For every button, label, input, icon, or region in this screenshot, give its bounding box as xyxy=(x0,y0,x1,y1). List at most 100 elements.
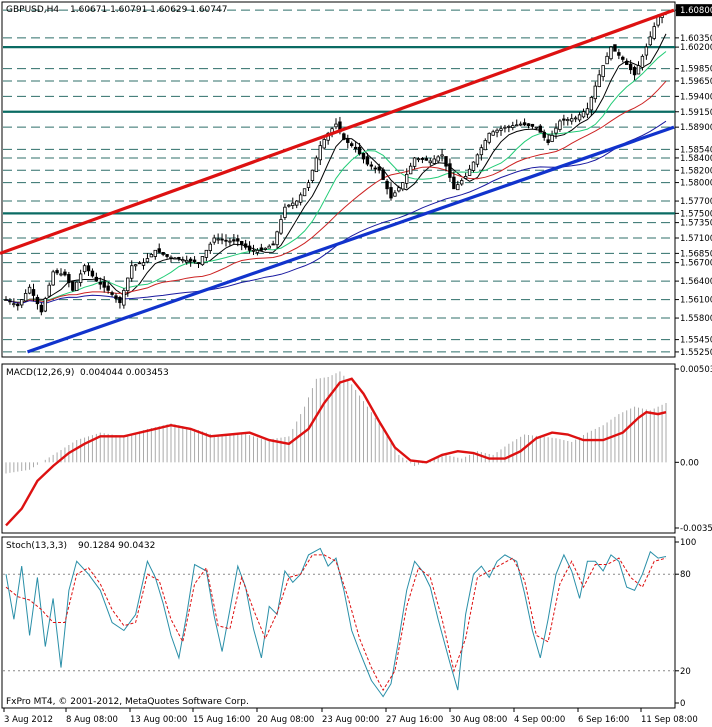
candle-bull xyxy=(416,158,421,161)
candle-bull xyxy=(511,125,515,128)
macd-values: 0.004044 0.003453 xyxy=(80,368,169,378)
candle-bull xyxy=(401,182,405,190)
candle-bull xyxy=(185,259,189,263)
candle-bull xyxy=(393,192,397,197)
candle-bull xyxy=(255,249,260,253)
candle-bear xyxy=(196,262,201,264)
macd-panel: 0.00503 0.00 -0.00354 xyxy=(5,365,712,534)
candle-bull xyxy=(471,161,476,171)
candle-bear xyxy=(452,176,456,190)
candle-bear xyxy=(357,146,362,155)
candle-bear xyxy=(55,270,59,274)
candle-bull xyxy=(75,281,79,291)
candle-bear xyxy=(118,296,122,304)
candle-bear xyxy=(546,139,550,143)
stoch-values: 90.1284 90.0432 xyxy=(78,541,155,551)
price-axis-label: 1.60200 xyxy=(680,43,712,53)
candle-bear xyxy=(621,56,625,60)
candle-bear xyxy=(94,276,99,282)
price-axis-label: 1.57700 xyxy=(680,197,712,207)
candle-bull xyxy=(298,194,303,203)
candle-bull xyxy=(287,204,291,207)
candle-bull xyxy=(122,289,126,306)
candle-bull xyxy=(51,271,55,286)
stoch-axis-label: 0 xyxy=(680,699,685,709)
candle-bull xyxy=(126,277,130,292)
price-axis-label: 1.55800 xyxy=(680,314,712,324)
price-axis-label: 1.58900 xyxy=(680,123,712,133)
macd-signal-line xyxy=(5,377,667,527)
price-axis-label: 1.55450 xyxy=(680,336,712,346)
candle-bear xyxy=(625,61,629,65)
candle-bear xyxy=(444,156,448,167)
candle-bear xyxy=(420,157,425,160)
candle-bull xyxy=(82,265,87,273)
candle-bull xyxy=(251,249,256,252)
price-axis-label: 1.58000 xyxy=(680,179,712,189)
candle-bull xyxy=(27,286,32,294)
candle-bear xyxy=(259,247,264,251)
candle-bear xyxy=(342,133,346,140)
candle-bear xyxy=(271,243,275,246)
candle-bull xyxy=(204,249,209,258)
candle-bull xyxy=(534,126,539,129)
candle-bear xyxy=(137,262,142,265)
time-axis-label: 13 Aug 00:00 xyxy=(130,715,187,725)
price-axis-label: 1.59850 xyxy=(680,65,712,75)
candle-bull xyxy=(130,265,134,279)
candle-bull xyxy=(581,111,586,118)
time-axis-label: 15 Aug 16:00 xyxy=(193,715,250,725)
candle-bull xyxy=(609,46,613,60)
candle-bear xyxy=(424,158,429,161)
candle-bull xyxy=(12,303,16,306)
candle-bull xyxy=(432,158,436,164)
candle-bull xyxy=(153,249,157,257)
candle-bull xyxy=(573,117,578,120)
candle-bull xyxy=(145,258,150,263)
candle-bear xyxy=(389,187,393,199)
macd-axis-label: 0.00503 xyxy=(680,365,712,375)
candle-bull xyxy=(475,154,480,165)
time-axis-label: 8 Aug 08:00 xyxy=(66,715,118,725)
candle-bear xyxy=(526,123,531,127)
price-axis-label: 1.58200 xyxy=(680,166,712,176)
price-axis-label: 1.58400 xyxy=(680,154,712,164)
candle-bull xyxy=(467,168,472,176)
candle-bull xyxy=(518,123,523,126)
candle-bear xyxy=(90,270,95,277)
candle-bear xyxy=(67,274,71,284)
price-axis-label: 1.55250 xyxy=(680,348,712,358)
candle-bear xyxy=(188,258,193,262)
price-axis-label: 1.56100 xyxy=(680,296,712,306)
stoch-axis-label: 100 xyxy=(680,538,696,548)
candle-bear xyxy=(31,289,36,296)
candle-bear xyxy=(161,251,165,255)
candle-bull xyxy=(275,231,279,246)
candle-bull xyxy=(644,46,649,56)
price-axis-label: 1.60350 xyxy=(680,34,712,44)
price-axis-label: 1.57500 xyxy=(680,209,712,219)
candle-bull xyxy=(566,119,570,122)
candle-bear xyxy=(114,295,118,299)
candle-bull xyxy=(605,55,609,65)
candle-bear xyxy=(522,122,527,126)
candle-bear xyxy=(350,143,354,147)
price-axis-label: 1.58540 xyxy=(680,145,712,155)
time-axis-label: 23 Aug 00:00 xyxy=(322,715,379,725)
candle-bull xyxy=(515,124,519,127)
stoch-main-line xyxy=(5,547,667,698)
candle-bull xyxy=(173,257,177,260)
time-axis-label: 11 Sep 08:00 xyxy=(641,715,698,725)
candle-bull xyxy=(228,240,232,243)
copyright-text: FxPro MT4, © 2001-2012, MetaQuotes Softw… xyxy=(6,697,249,707)
candle-bull xyxy=(499,128,503,131)
macd-panel-frame xyxy=(1,363,676,534)
candle-bull xyxy=(554,127,558,134)
candle-bull xyxy=(133,264,138,267)
price-axis-label: 1.59150 xyxy=(680,108,712,118)
candle-bull xyxy=(597,74,601,88)
candle-bull xyxy=(636,65,641,75)
candle-bull xyxy=(200,256,205,266)
candle-bear xyxy=(8,300,12,303)
symbol-title: GBPUSD,H4 xyxy=(6,5,59,15)
